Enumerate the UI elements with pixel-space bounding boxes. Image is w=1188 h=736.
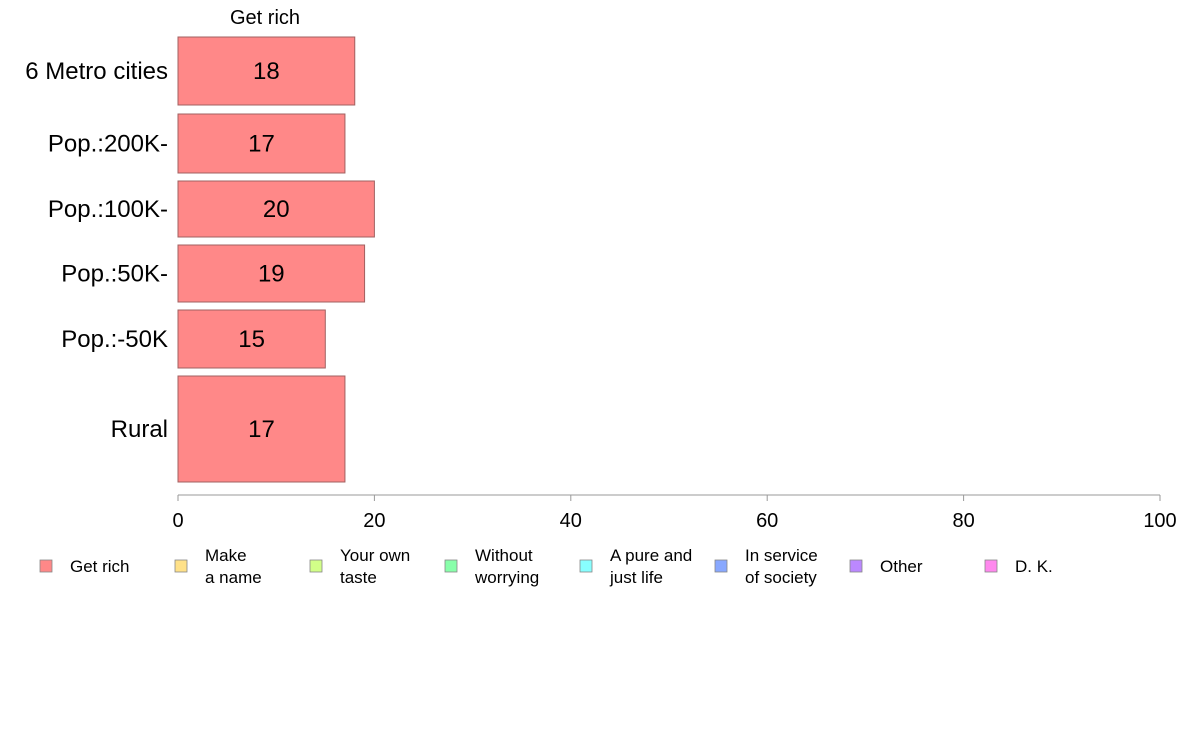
legend-label: Make a name bbox=[205, 546, 262, 587]
legend-label: In service of society bbox=[745, 546, 818, 587]
category-label: Pop.:100K- bbox=[48, 196, 168, 223]
bar-value-label: 18 bbox=[253, 58, 280, 85]
bar bbox=[177, 375, 346, 483]
bar-value-label: 19 bbox=[258, 261, 285, 288]
legend-swatch bbox=[714, 559, 728, 573]
x-axis: 0 20 40 60 80 100 bbox=[172, 494, 1177, 532]
category-label: Rural bbox=[111, 416, 168, 443]
bar-value-label: 15 bbox=[238, 326, 265, 353]
bar bbox=[177, 244, 366, 303]
legend-swatch bbox=[174, 559, 188, 573]
legend-swatch bbox=[444, 559, 458, 573]
legend-swatch bbox=[984, 559, 998, 573]
bar bbox=[177, 309, 326, 369]
bar-value-label: 17 bbox=[248, 131, 275, 158]
bar bbox=[177, 36, 356, 106]
category-label: Pop.:50K- bbox=[61, 261, 168, 288]
legend: Get rich Make a name Your own taste Without wo… bbox=[39, 546, 1053, 587]
category-label: 6 Metro cities bbox=[25, 58, 168, 85]
legend-swatch bbox=[849, 559, 863, 573]
category-label: Pop.:-50K bbox=[61, 326, 168, 353]
bar-value-label: 17 bbox=[248, 416, 275, 443]
legend-label: Get rich bbox=[70, 557, 130, 576]
bar bbox=[177, 113, 346, 174]
bars-group: 6 Metro cities 18 Pop.:200K- 17 Pop.:100K- 20… bbox=[25, 36, 375, 483]
category-label: Pop.:200K- bbox=[48, 131, 168, 158]
legend-swatch bbox=[39, 559, 53, 573]
x-tick-label: 40 bbox=[560, 510, 582, 532]
x-tick-label: 20 bbox=[363, 510, 385, 532]
legend-label: Your own taste bbox=[340, 546, 410, 587]
legend-swatch bbox=[309, 559, 323, 573]
x-tick-label: 80 bbox=[952, 510, 974, 532]
bar bbox=[177, 180, 375, 238]
legend-label: Without worrying bbox=[474, 546, 539, 587]
x-tick-label: 0 bbox=[172, 510, 183, 532]
legend-label: A pure and just life bbox=[609, 546, 692, 587]
legend-label: D. K. bbox=[1015, 557, 1053, 576]
x-tick-label: 100 bbox=[1143, 510, 1176, 532]
x-tick-label: 60 bbox=[756, 510, 778, 532]
bar-value-label: 20 bbox=[263, 196, 290, 223]
column-header: Get rich bbox=[230, 7, 300, 29]
legend-swatch bbox=[579, 559, 593, 573]
legend-label: Other bbox=[880, 557, 923, 576]
